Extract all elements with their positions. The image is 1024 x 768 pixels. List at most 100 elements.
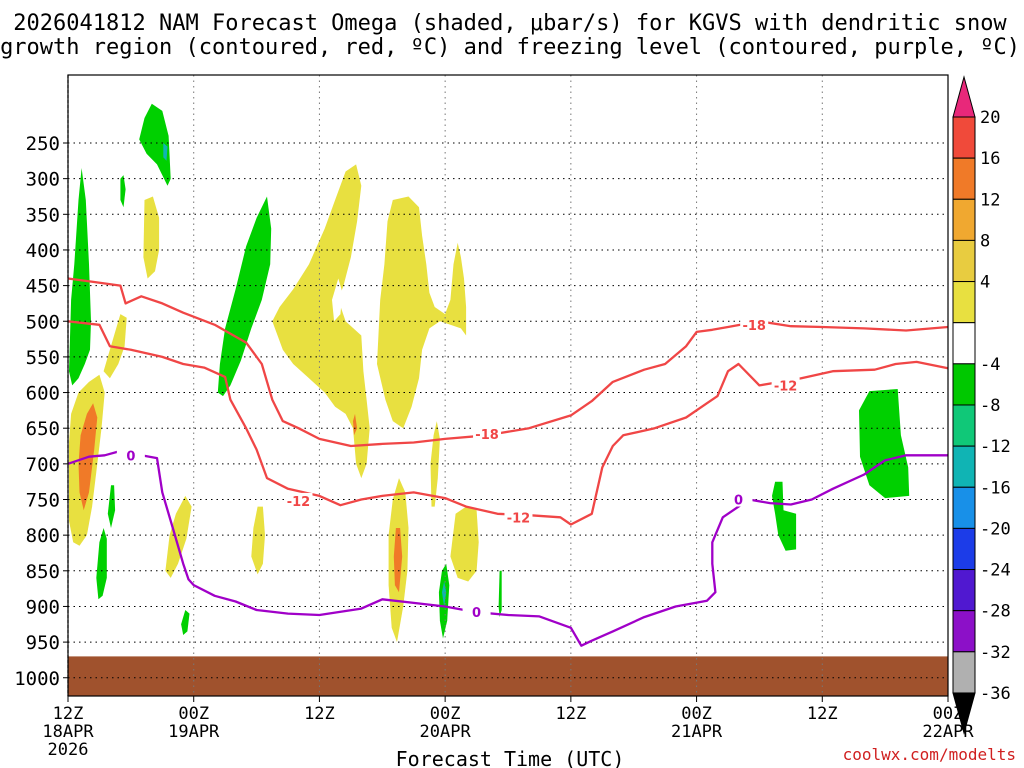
shade-yellow-upper-mid: [143, 196, 160, 279]
contour-label-0-0: 0: [126, 449, 135, 464]
shade-orange-central-low: [393, 528, 403, 593]
pressure-axis: 250 300 350 400 450 500 550 600 650 700 750 800 850 9…: [14, 133, 68, 690]
colorbar-label-5: -4: [980, 355, 1000, 375]
shade-green-mid-long: [217, 196, 272, 397]
colorbar-swatch-7: [952, 363, 976, 406]
time-tick-label-date-84: 22APR: [922, 722, 974, 742]
shade-green-left-mid-low: [107, 485, 116, 528]
shade-green-left-long: [69, 168, 91, 386]
pressure-tick-label-400: 400: [26, 240, 60, 262]
pressure-tick-label-550: 550: [26, 347, 60, 369]
chart-title-line1: 2026041812 NAM Forecast Omega (shaded, μ…: [13, 11, 1007, 36]
shade-yellow-thin-a: [430, 421, 440, 507]
time-tick-label-top-60: 00Z: [681, 704, 712, 724]
pressure-tick-label-350: 350: [26, 204, 60, 226]
colorbar: 20 16 12 8 4 -4 -8 -12 -16 -20 -24 -28 -32 -36: [952, 75, 1011, 735]
pressure-tick-label-650: 650: [26, 418, 60, 440]
colorbar-label-11: -28: [980, 602, 1011, 622]
shade-green-right-a: [772, 481, 797, 551]
pressure-tick-label-600: 600: [26, 383, 60, 405]
watermark: coolwx.com/modelts: [843, 745, 1016, 764]
colorbar-bottom-arrow: [952, 692, 976, 735]
time-tick-label-top-12: 00Z: [178, 704, 209, 724]
contour-label-0-1: 0: [472, 606, 481, 621]
contour-label-bg-0-0: [473, 425, 502, 441]
colorbar-top-arrow: [952, 75, 976, 118]
time-tick-label-date-0: 18APR: [42, 722, 94, 742]
contour-label--12-0: -12: [287, 495, 311, 510]
colorbar-swatch-2: [952, 157, 976, 200]
colorbar-swatch-4: [952, 239, 976, 283]
colorbar-label-2: 12: [980, 190, 1000, 210]
contour-label-bg-2-1: [462, 604, 491, 620]
time-tick-label-top-48: 12Z: [555, 704, 586, 724]
contour-line--18: [67, 277, 949, 448]
colorbar-label-8: -16: [980, 478, 1011, 498]
pressure-tick-label-1000: 1000: [14, 668, 60, 690]
contour-label--12-2: -12: [774, 379, 798, 394]
colorbar-label-1: 16: [980, 149, 1000, 169]
contour-label-bg-1-1: [504, 509, 533, 525]
contour-line-0: [67, 449, 948, 647]
colorbar-swatch-8: [952, 404, 976, 447]
pressure-tick-label-750: 750: [26, 490, 60, 512]
shade-white-cutout-central: [332, 278, 343, 322]
pressure-tick-label-250: 250: [26, 133, 60, 155]
chart-title-line2: growth region (contoured, red, ºC) and f…: [0, 35, 1020, 60]
contour-label--18-0: -18: [475, 428, 499, 443]
time-tick-label-top-72: 12Z: [807, 704, 838, 724]
colorbar-label-13: -36: [980, 684, 1011, 704]
contour-label--18-1: -18: [742, 319, 766, 334]
shade-green-upper-1: [139, 103, 171, 186]
shade-yellow-low-d: [450, 506, 479, 582]
shade-cyan-speck: [163, 143, 168, 161]
colorbar-swatch-3: [952, 198, 976, 241]
colorbar-swatch-6: [952, 322, 976, 365]
colorbar-label-0: 20: [980, 108, 1000, 128]
contour-label--12-1: -12: [507, 511, 531, 526]
colorbar-swatch-1: [952, 116, 976, 159]
omega-shading: [69, 103, 910, 643]
pressure-tick-label-450: 450: [26, 276, 60, 298]
pressure-tick-label-700: 700: [26, 454, 60, 476]
colorbar-swatch-5: [952, 281, 976, 324]
contour-lines: -18 -18 -12 -12 -12 0 0 0: [67, 277, 949, 647]
contour-label-bg-2-2: [724, 491, 753, 507]
contour-label-bg-2-0: [116, 447, 145, 463]
time-tick-label-top-24: 12Z: [304, 704, 335, 724]
pressure-tick-label-300: 300: [26, 169, 60, 191]
pressure-tick-label-800: 800: [26, 525, 60, 547]
pressure-tick-label-900: 900: [26, 596, 60, 618]
contour-label-0-2: 0: [734, 494, 743, 509]
shade-green-low-small: [181, 610, 190, 635]
time-tick-label-year-0: 2026: [48, 740, 89, 760]
colorbar-label-12: -32: [980, 643, 1011, 663]
colorbar-swatch-10: [952, 486, 976, 529]
colorbar-swatch-12: [952, 569, 976, 612]
colorbar-label-9: -20: [980, 519, 1011, 539]
contour-label-bg-0-1: [740, 316, 769, 332]
contour-line--12: [67, 320, 949, 526]
colorbar-swatch-13: [952, 610, 976, 653]
terrain-fill: [68, 656, 948, 696]
shade-orange-central-speck: [353, 413, 358, 436]
x-axis-title: Forecast Time (UTC): [396, 747, 625, 768]
grid-lines: [68, 75, 948, 696]
shade-green-small-top: [120, 175, 126, 208]
time-tick-label-date-36: 20APR: [420, 722, 472, 742]
colorbar-label-6: -8: [980, 396, 1000, 416]
shade-green-thin-e: [498, 570, 502, 618]
colorbar-label-3: 8: [980, 231, 990, 251]
pressure-tick-label-500: 500: [26, 311, 60, 333]
time-tick-label-date-60: 21APR: [671, 722, 723, 742]
time-tick-label-date-12: 19APR: [168, 722, 220, 742]
contour-label-bg-1-2: [771, 377, 800, 393]
plot-frame: [67, 74, 949, 697]
colorbar-swatch-11: [952, 527, 976, 571]
time-tick-label-top-0: 12Z: [53, 704, 84, 724]
colorbar-label-4: 4: [980, 273, 990, 293]
colorbar-swatch-14: [952, 651, 976, 694]
contour-label-bg-1-0: [284, 492, 313, 508]
colorbar-label-7: -12: [980, 437, 1011, 457]
